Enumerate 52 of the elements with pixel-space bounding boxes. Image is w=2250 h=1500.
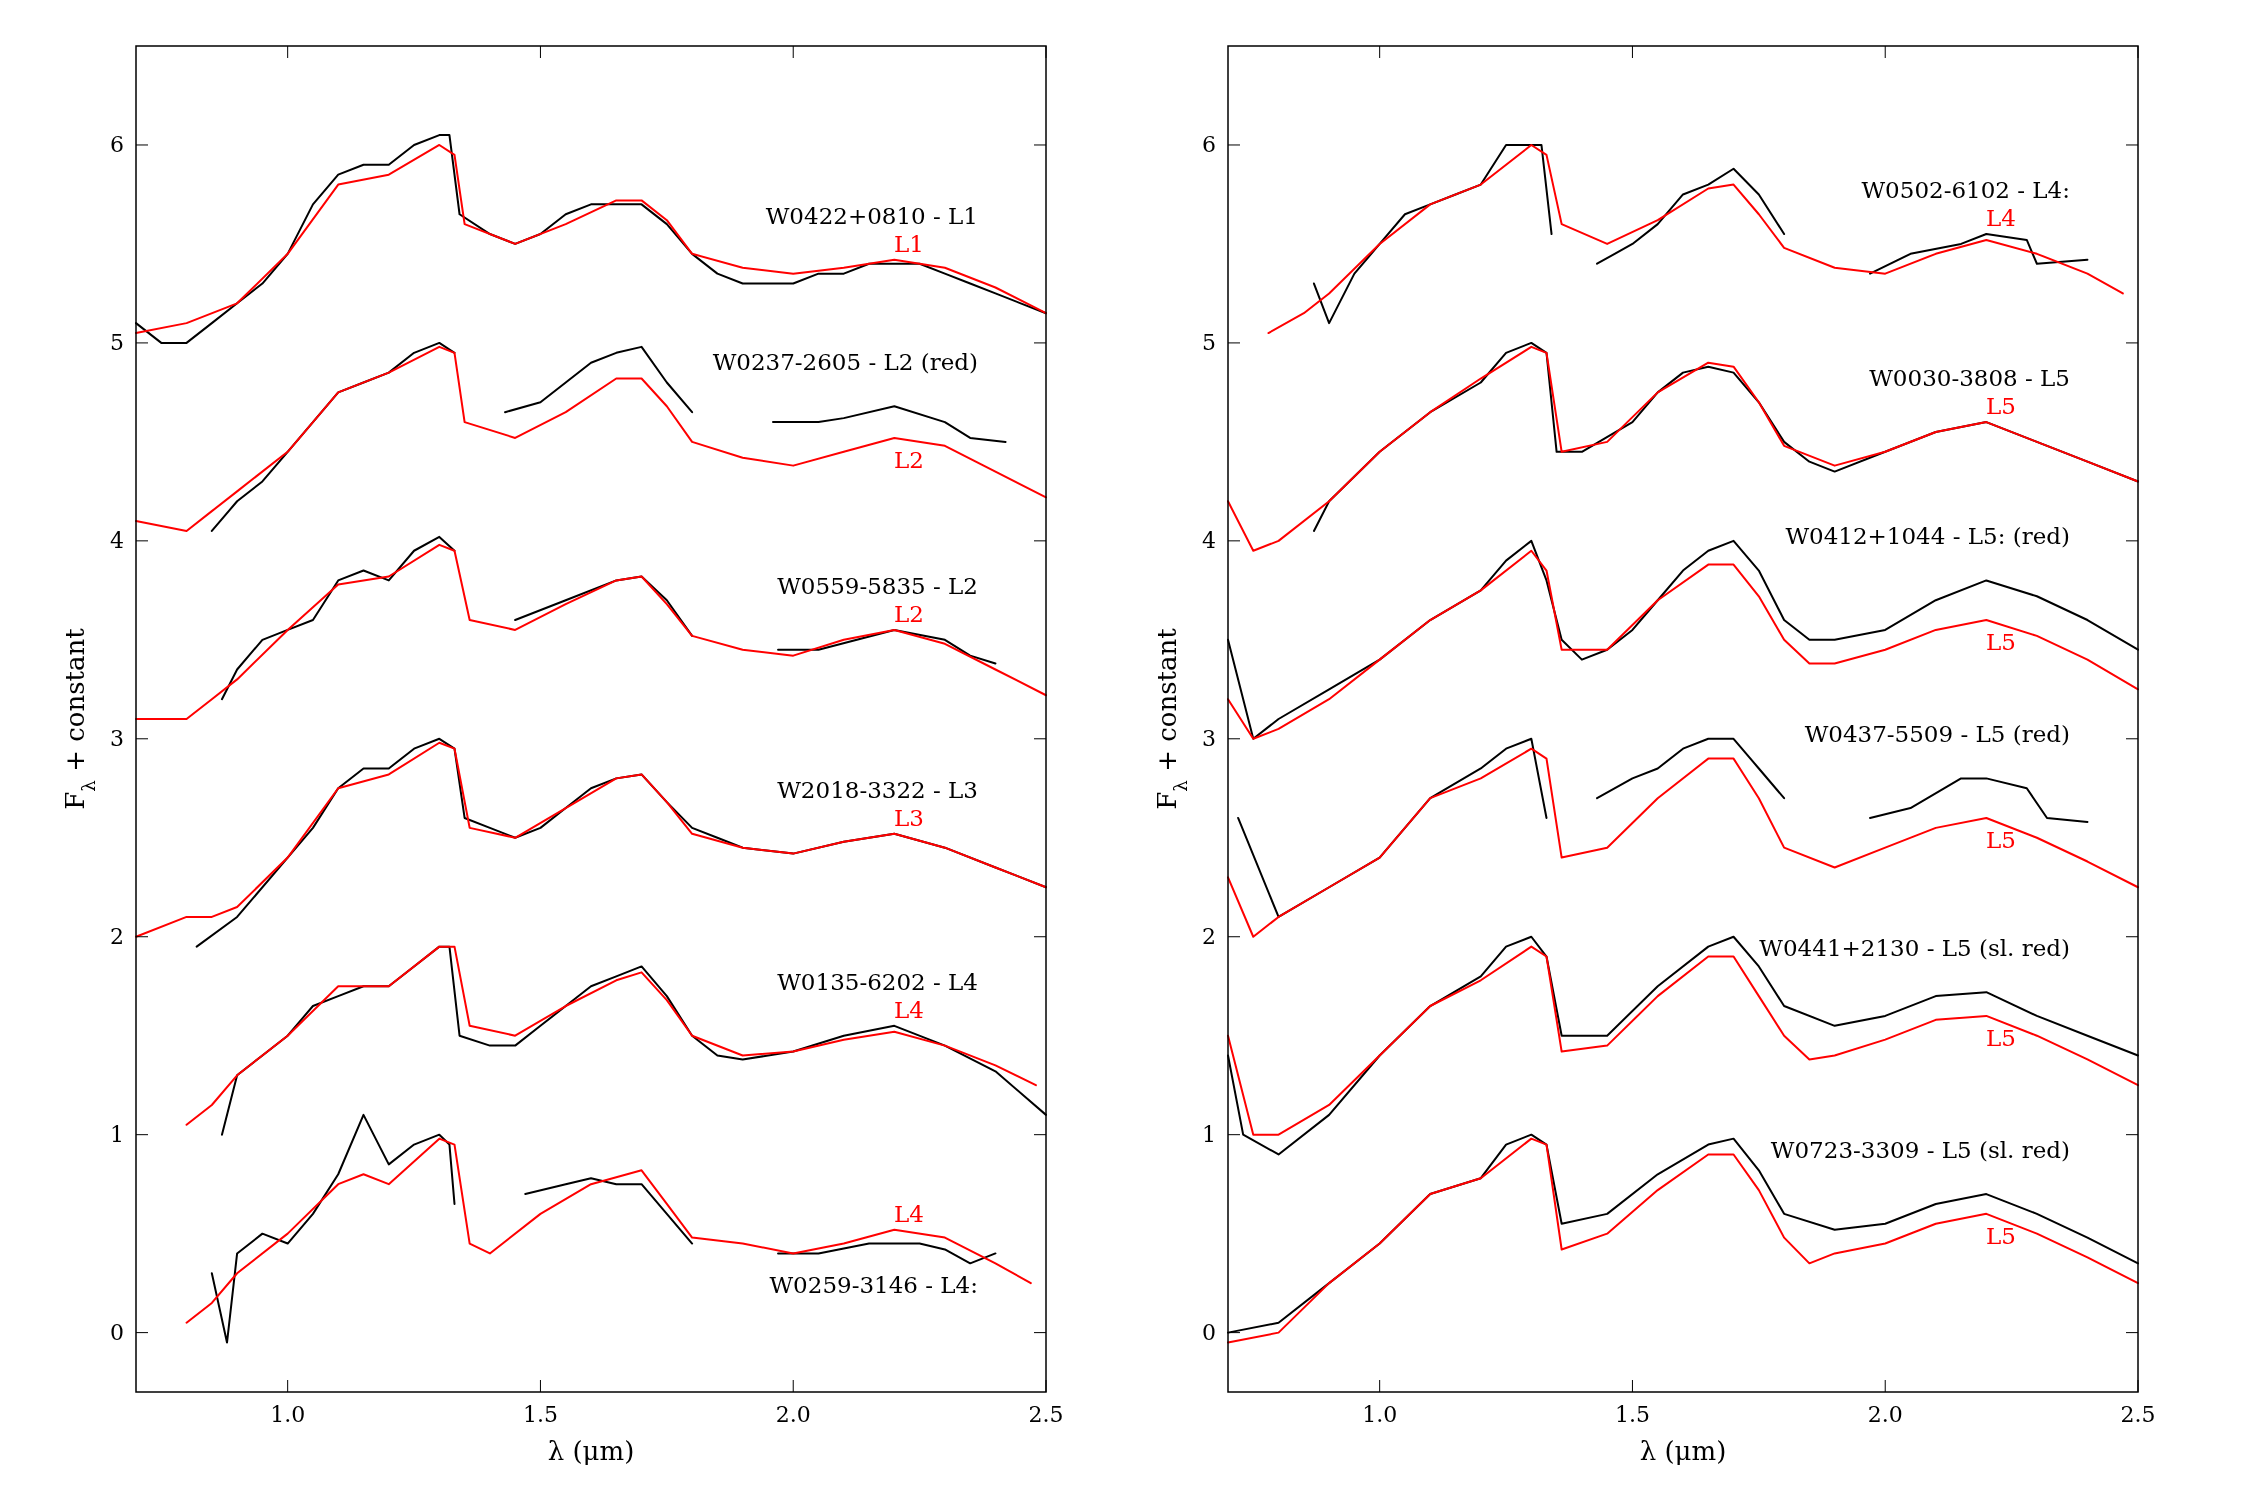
series-label: W0441+2130 - L5 (sl. red) [1759, 935, 2070, 962]
x-tick-label: 1.0 [270, 1402, 306, 1427]
y-tick-label: 1 [110, 1122, 124, 1148]
text: W0030-3808 - L5 [1869, 365, 2070, 392]
x-axis-title: λ (μm) [1639, 1436, 1727, 1466]
text: W0559-5835 - L2 [777, 572, 978, 599]
y-tick-label: 2 [1202, 924, 1216, 950]
y-tick-label: 5 [110, 330, 124, 356]
x-tick-label: 2.5 [1028, 1402, 1064, 1427]
y-tick-label: 3 [110, 726, 124, 752]
series-label: W0259-3146 - L4: [769, 1272, 978, 1299]
y-tick-label: 3 [1202, 726, 1216, 752]
y-tick-label: 5 [1202, 330, 1216, 356]
x-tick-label: 2.5 [2120, 1402, 2156, 1427]
line-series [1227, 747, 2139, 938]
y-tick-label: 6 [1202, 132, 1216, 158]
series-label: L4 [1986, 205, 2016, 232]
y-tick-label: 4 [1202, 528, 1216, 554]
series-label: L5 [1986, 393, 2016, 420]
y-tick-label: 0 [110, 1320, 124, 1346]
line-series [135, 543, 1047, 720]
series-label: L5 [1986, 1024, 2016, 1051]
x-tick-label: 1.0 [1362, 1402, 1398, 1427]
y-tick-label: 1 [1202, 1122, 1216, 1148]
series-label: L2 [894, 600, 924, 627]
line-series [185, 1137, 1032, 1324]
series-label: L1 [894, 230, 924, 257]
series-label: L2 [894, 446, 924, 473]
text: W0422+0810 - L1 [765, 202, 978, 229]
series-label: W0412+1044 - L5: (red) [1785, 523, 2070, 550]
y-tick-label: 4 [110, 528, 124, 554]
text: W0437-5509 - L5 (red) [1804, 721, 2070, 748]
series-label: L5 [1986, 826, 2016, 853]
text: W2018-3322 - L3 [777, 776, 978, 803]
x-tick-label: 2.0 [1867, 1402, 1903, 1427]
x-tick-label: 2.0 [775, 1402, 811, 1427]
series-label: W0237-2605 - L2 (red) [712, 349, 978, 376]
series-label: L5 [1986, 1222, 2016, 1249]
line-series [1227, 345, 2139, 552]
series-label: W0723-3309 - L5 (sl. red) [1770, 1137, 2070, 1164]
series-label: L5 [1986, 629, 2016, 656]
y-tick-label: 2 [110, 924, 124, 950]
x-tick-label: 1.5 [1614, 1402, 1650, 1427]
x-axis-title: λ (μm) [547, 1436, 635, 1466]
text: W0502-6102 - L4: [1861, 177, 2070, 204]
series-label: L3 [894, 804, 924, 831]
series-label: L4 [894, 1200, 924, 1227]
y-tick-label: 0 [1202, 1320, 1216, 1346]
x-tick-label: 1.5 [522, 1402, 558, 1427]
series-label: L4 [894, 996, 924, 1023]
text: W0135-6202 - L4 [777, 968, 978, 995]
y-tick-label: 6 [110, 132, 124, 158]
